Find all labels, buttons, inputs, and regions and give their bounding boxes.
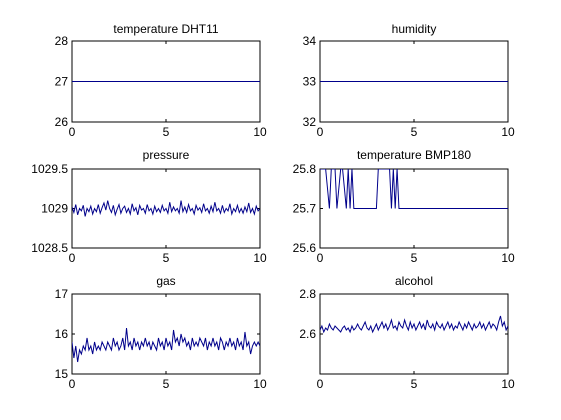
x-tick-label: 0 (69, 125, 76, 139)
y-tick-label: 25.7 (293, 202, 317, 216)
x-tick-label: 10 (501, 125, 515, 139)
y-tick-label: 15 (55, 367, 69, 381)
subplot-title: alcohol (395, 274, 433, 288)
y-tick-label: 25.6 (293, 241, 317, 255)
x-tick-label: 10 (501, 251, 515, 265)
subplot-title: temperature DHT11 (113, 22, 218, 36)
y-tick-label: 34 (303, 34, 317, 48)
y-tick-label: 25.8 (293, 162, 317, 176)
y-tick-label: 2.8 (299, 287, 316, 301)
x-tick-label: 5 (163, 125, 170, 139)
y-tick-label: 33 (303, 75, 317, 89)
x-tick-label: 0 (317, 251, 324, 265)
y-tick-label: 16 (55, 327, 69, 341)
x-tick-label: 5 (411, 251, 418, 265)
y-tick-label: 1029.5 (31, 162, 68, 176)
x-tick-label: 0 (317, 125, 324, 139)
x-tick-label: 0 (69, 377, 76, 391)
y-tick-label: 1029 (41, 202, 68, 216)
x-tick-label: 10 (253, 377, 267, 391)
axes-frame (72, 294, 260, 374)
y-tick-label: 28 (55, 34, 69, 48)
x-tick-label: 5 (411, 125, 418, 139)
x-tick-label: 5 (411, 377, 418, 391)
y-tick-label: 17 (55, 287, 69, 301)
x-tick-label: 0 (317, 377, 324, 391)
y-tick-label: 1028.5 (31, 241, 68, 255)
y-tick-label: 2.6 (299, 327, 316, 341)
axes-frame (320, 294, 508, 374)
y-tick-label: 27 (55, 75, 69, 89)
subplot-title: humidity (392, 22, 437, 36)
subplot-title: gas (156, 274, 175, 288)
x-tick-label: 5 (163, 251, 170, 265)
subplot-title: pressure (143, 148, 190, 162)
x-tick-label: 5 (163, 377, 170, 391)
x-tick-label: 0 (69, 251, 76, 265)
x-tick-label: 10 (253, 251, 267, 265)
y-tick-label: 32 (303, 115, 317, 129)
subplot-title: temperature BMP180 (357, 148, 471, 162)
y-tick-label: 26 (55, 115, 69, 129)
x-tick-label: 10 (253, 125, 267, 139)
x-tick-label: 10 (501, 377, 515, 391)
